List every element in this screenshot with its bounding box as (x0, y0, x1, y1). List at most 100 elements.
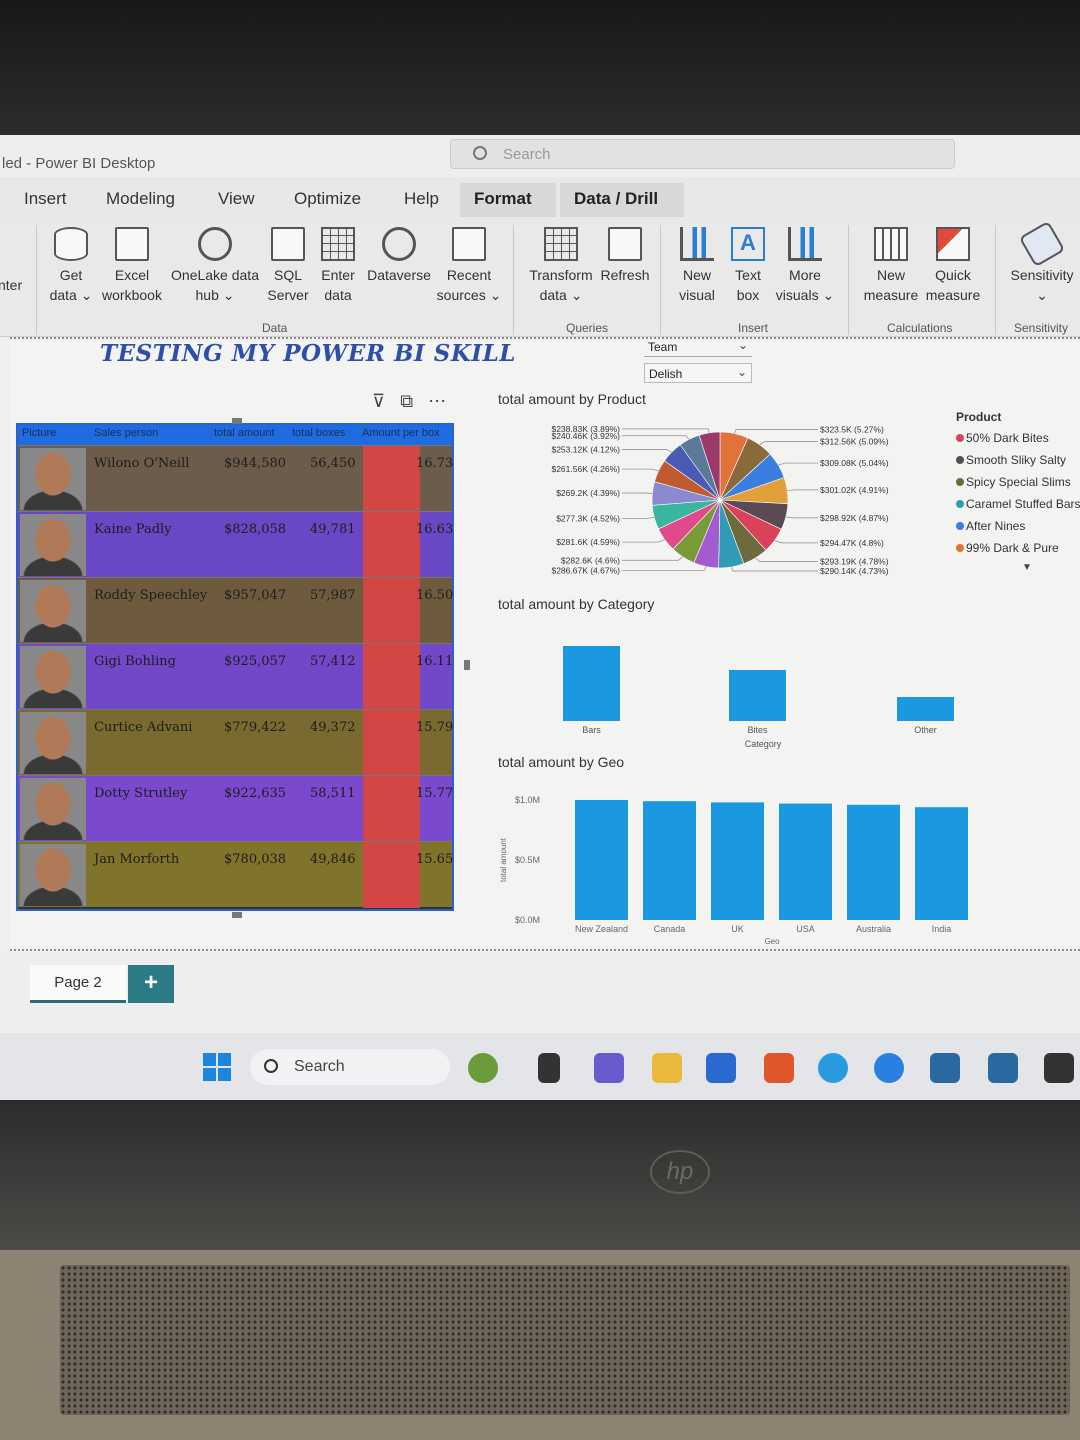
store-icon[interactable] (706, 1053, 736, 1083)
table-row[interactable]: Kaine Padly $828,058 49,781 16.63 (18, 511, 453, 578)
geo-y-axis-label: total amount (499, 837, 508, 882)
category-bar[interactable] (563, 646, 620, 721)
get-data-button[interactable]: Get data ⌄ (46, 227, 96, 305)
mysql-workbench-icon-2[interactable] (988, 1053, 1018, 1083)
column-header-picture[interactable]: Picture (22, 427, 57, 439)
tab-data-drill[interactable]: Data / Drill (560, 183, 684, 217)
table-row[interactable]: Gigi Bohling $925,057 57,412 16.11 (18, 643, 453, 710)
geo-bar[interactable] (575, 800, 628, 920)
dataverse-button[interactable]: Dataverse (364, 227, 434, 285)
geo-bar[interactable] (915, 807, 968, 920)
add-page-button[interactable]: + (128, 965, 174, 1003)
tab-view[interactable]: View (218, 189, 255, 208)
sql-server-button[interactable]: SQL Server (264, 227, 312, 305)
edge-browser-icon[interactable] (818, 1053, 848, 1083)
column-header-total-boxes[interactable]: total boxes (292, 427, 346, 439)
pie-leader-line (785, 516, 818, 519)
slicer-team[interactable]: Team ⌄ (644, 337, 752, 357)
pie-leader-line (622, 556, 683, 561)
legend-color-swatch (956, 434, 964, 442)
teams-chat-icon[interactable] (594, 1053, 624, 1083)
new-visual-button[interactable]: New visual (672, 227, 722, 305)
tab-help[interactable]: Help (404, 189, 439, 208)
legend-item[interactable]: Smooth Sliky Salty (956, 449, 1080, 471)
geo-bar[interactable] (711, 802, 764, 920)
legend-item[interactable]: Spicy Special Slims (956, 471, 1080, 493)
category-bar-chart[interactable]: Bars Bites Other Category (520, 619, 980, 759)
category-bar[interactable] (729, 670, 786, 721)
amount-per-box-cell: 15.65 (416, 852, 454, 867)
power-bi-icon[interactable] (1044, 1053, 1074, 1083)
legend-scroll-down-icon[interactable]: ▼ (1022, 562, 1032, 573)
geo-bar[interactable] (847, 804, 900, 920)
brave-browser-icon[interactable] (764, 1053, 794, 1083)
text-box-button[interactable]: A Text box (726, 227, 770, 305)
enter-data-button[interactable]: Enter data (316, 227, 360, 305)
filter-icon[interactable]: ⊽ (372, 391, 386, 411)
avocado-app-icon[interactable] (468, 1053, 498, 1083)
category-chart-title: total amount by Category (498, 596, 655, 612)
ribbon-separator (848, 225, 849, 335)
refresh-button[interactable]: Refresh (598, 227, 652, 285)
resize-handle[interactable] (464, 660, 470, 670)
sensitivity-button[interactable]: Sensitivity ⌄ (1004, 220, 1080, 305)
quick-measure-label: Quick (935, 267, 971, 283)
resize-handle[interactable] (232, 418, 242, 424)
legend-label: After Nines (966, 519, 1026, 533)
resize-handle[interactable] (232, 912, 242, 918)
taskbar-search-label: Search (294, 1058, 345, 1075)
recent-sources-button[interactable]: Recent sources ⌄ (436, 227, 502, 305)
tab-optimize[interactable]: Optimize (294, 189, 362, 208)
legend-item[interactable]: 99% Dark & Pure (956, 537, 1080, 559)
enter-data-label-2: data (324, 287, 352, 303)
windows-start-icon[interactable] (203, 1053, 231, 1081)
table-row[interactable]: Jan Morforth $780,038 49,846 15.65 (18, 841, 454, 908)
new-measure-label-2: measure (863, 287, 919, 303)
legend-item[interactable]: Caramel Stuffed Bars (956, 493, 1080, 515)
pie-slice[interactable] (698, 431, 721, 501)
category-bar[interactable] (897, 697, 954, 721)
title-search-box[interactable]: Search (450, 139, 955, 169)
more-options-icon[interactable]: ⋯ (428, 391, 447, 411)
slicer-product[interactable]: Delish ⌄ (644, 363, 752, 383)
column-header-sales-person[interactable]: Sales person (94, 427, 159, 439)
new-measure-button[interactable]: New measure (860, 227, 922, 305)
table-row[interactable]: Dotty Strutley $922,635 58,511 15.77 (18, 775, 453, 842)
file-explorer-icon[interactable] (652, 1053, 682, 1083)
focus-mode-icon[interactable]: ⧉ (400, 391, 414, 411)
geo-bar[interactable] (643, 801, 696, 920)
page-tabs-bar: Page 2 + (0, 953, 1080, 1033)
legend-item[interactable]: After Nines (956, 515, 1080, 537)
geo-bar-chart[interactable]: $1.0M $0.5M $0.0M total amount New Zealand Ca… (496, 785, 996, 955)
mysql-workbench-icon[interactable] (930, 1053, 960, 1083)
transform-data-button[interactable]: Transform data ⌄ (524, 227, 598, 305)
pie-data-label: $294.47K (4.8%) (820, 538, 884, 548)
search-icon (264, 1059, 278, 1073)
page-tab-page-2[interactable]: Page 2 (30, 965, 126, 1003)
taskbar-search[interactable]: Search (250, 1049, 450, 1085)
table-row[interactable]: Curtice Advani $779,422 49,372 15.79 (18, 709, 453, 776)
quick-measure-button[interactable]: Quick measure (922, 227, 984, 305)
legend-item[interactable]: 50% Dark Bites (956, 427, 1080, 449)
excel-workbook-button[interactable]: Excel workbook (98, 227, 166, 305)
legend-label: Spicy Special Slims (966, 475, 1071, 489)
column-header-amount-per-box[interactable]: Amount per box (362, 427, 440, 439)
group-label-calculations: Calculations (887, 321, 953, 335)
category-tick-label: Other (914, 725, 937, 735)
ribbon-separator (995, 225, 996, 335)
tab-insert[interactable]: Insert (24, 189, 67, 208)
pie-chart[interactable]: $323.5K (5.27%) $312.56K (5.09%) $309.08K … (500, 405, 920, 585)
table-row[interactable]: Roddy Speechley $957,047 57,987 16.50 (18, 577, 453, 644)
onelake-hub-button[interactable]: OneLake data hub ⌄ (168, 227, 262, 305)
sales-table-visual[interactable]: Picture Sales person total amount total … (16, 423, 454, 911)
geo-bar[interactable] (779, 803, 832, 920)
tab-modeling[interactable]: Modeling (106, 189, 175, 208)
tab-format[interactable]: Format (460, 183, 556, 217)
text-box-label: Text (735, 267, 761, 283)
more-visuals-button[interactable]: More visuals ⌄ (772, 227, 838, 305)
widgets-icon[interactable] (538, 1053, 560, 1083)
pie-leader-line (778, 462, 818, 466)
column-header-total-amount[interactable]: total amount (214, 427, 275, 439)
table-row[interactable]: Wilono O'Neill $944,580 56,450 16.73 (18, 445, 453, 512)
zoom-app-icon[interactable] (874, 1053, 904, 1083)
